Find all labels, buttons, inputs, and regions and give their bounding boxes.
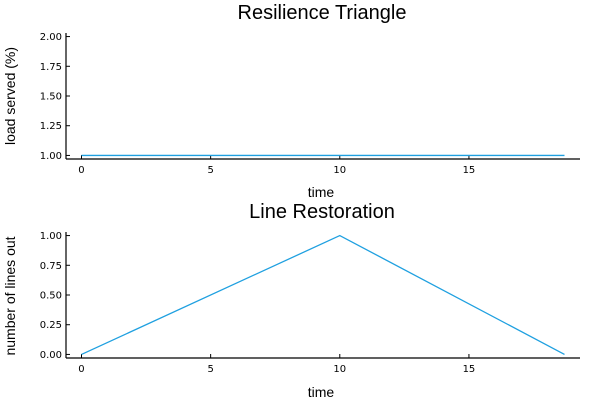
y-tick-label: 0.50 (40, 291, 62, 302)
tick-labels: 0 5 10 15 0.00 0.25 0.50 0.75 1.00 (40, 231, 476, 375)
x-tick-label: 5 (207, 165, 213, 176)
y-tick-label: 2.00 (40, 32, 62, 43)
y-axis-label: load served (%) (2, 47, 18, 145)
chart-title: Resilience Triangle (238, 2, 407, 24)
axes (65, 232, 580, 359)
y-tick-label: 1.50 (40, 92, 62, 103)
series-line (81, 234, 565, 356)
tick-labels: 0 5 10 15 1.00 1.25 1.50 1.75 2.00 (40, 32, 476, 176)
x-axis-label: time (308, 384, 335, 400)
x-tick-label: 15 (463, 364, 476, 375)
chart-title: Line Restoration (249, 201, 395, 223)
series-lines (81, 234, 565, 356)
y-tick-label: 1.00 (40, 231, 62, 242)
y-axis-label: number of lines out (2, 236, 18, 355)
x-tick-label: 15 (463, 165, 476, 176)
chart-resilience-triangle: Resilience Triangle time load served (%)… (2, 2, 580, 200)
y-tick-label: 1.25 (40, 121, 62, 132)
y-tick-label: 1.00 (40, 151, 62, 162)
axes (65, 33, 580, 160)
x-tick-label: 0 (78, 364, 84, 375)
x-tick-label: 5 (207, 364, 213, 375)
x-tick-label: 10 (333, 165, 346, 176)
y-tick-label: 1.75 (40, 62, 62, 73)
y-tick-label: 0.75 (40, 261, 62, 272)
x-tick-label: 0 (78, 165, 84, 176)
y-tick-label: 0.25 (40, 320, 62, 331)
x-axis-label: time (308, 184, 335, 200)
chart-line-restoration: Line Restoration time number of lines ou… (2, 201, 580, 400)
x-tick-label: 10 (333, 364, 346, 375)
y-tick-label: 0.00 (40, 350, 62, 361)
